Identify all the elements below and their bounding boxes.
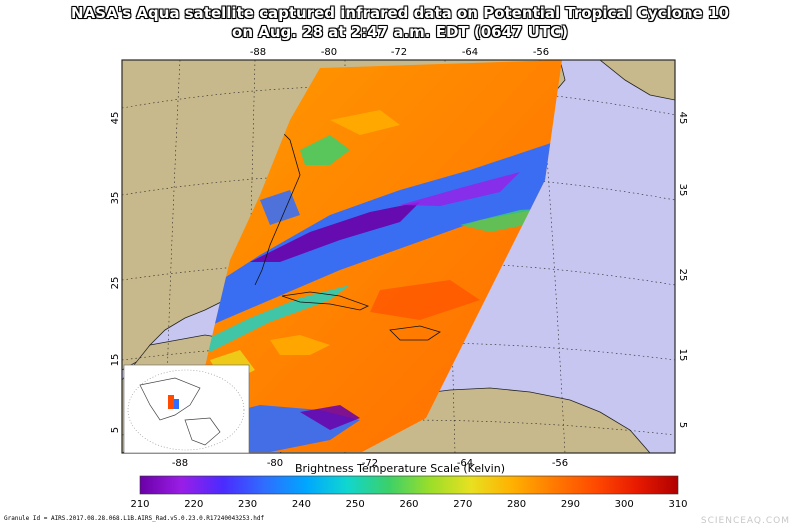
- lat-tick-left: 5: [110, 427, 121, 433]
- colorbar-labels: 210 220 230 240 250 260 270 280 290 300 310: [130, 499, 687, 510]
- colorbar: [139, 475, 679, 495]
- map-title-line-2: on Aug. 28 at 2:47 a.m. EDT (0647 UTC): [232, 23, 568, 41]
- lat-tick-left: 25: [110, 277, 121, 290]
- lat-tick-right: 15: [677, 349, 688, 362]
- lat-tick-left: 35: [110, 192, 121, 205]
- lat-ticks-right: 45 35 25 15 5: [677, 112, 688, 429]
- granule-id: Granule Id = AIRS.2017.08.28.068.L1B.AIR…: [4, 515, 265, 522]
- lon-ticks-top: -88 -80 -72 -64 -56: [250, 47, 549, 58]
- inset-globe: [123, 364, 250, 454]
- lon-tick-bottom: -88: [172, 458, 188, 469]
- colorbar-label: 250: [346, 499, 365, 510]
- colorbar-label: 310: [668, 499, 687, 510]
- lon-tick-top: -64: [462, 47, 478, 58]
- colorbar-label: 240: [292, 499, 311, 510]
- lon-tick-top: -80: [321, 47, 337, 58]
- greenland-land: [599, 60, 675, 101]
- colorbar-label: 280: [507, 499, 526, 510]
- lat-tick-right: 45: [677, 112, 688, 125]
- lon-tick-bottom: -72: [362, 458, 378, 469]
- lat-tick-right: 5: [677, 422, 688, 428]
- watermark: SCIENCEAQ.COM: [700, 516, 790, 526]
- colorbar-label: 210: [130, 499, 149, 510]
- colorbar-label: 260: [399, 499, 418, 510]
- colorbar-label: 220: [184, 499, 203, 510]
- lon-tick-top: -56: [533, 47, 549, 58]
- map-frame: [121, 59, 676, 454]
- lat-tick-right: 35: [677, 184, 688, 197]
- lat-tick-left: 45: [110, 112, 121, 125]
- map-title-line-1: NASA's Aqua satellite captured infrared …: [71, 4, 729, 22]
- colorbar-label: 290: [561, 499, 580, 510]
- colorbar-label: 270: [453, 499, 472, 510]
- colorbar-title: Brightness Temperature Scale (Kelvin): [295, 462, 505, 475]
- lon-tick-top: -72: [391, 47, 407, 58]
- lon-tick-bottom: -64: [457, 458, 473, 469]
- lat-tick-right: 25: [677, 269, 688, 282]
- colorbar-label: 230: [238, 499, 257, 510]
- lon-tick-top: -88: [250, 47, 266, 58]
- lon-tick-bottom: -56: [552, 458, 568, 469]
- lon-tick-bottom: -80: [267, 458, 283, 469]
- lon-ticks-bottom: -88 -80 -72 -64 -56: [172, 458, 568, 469]
- lat-ticks-left: 45 35 25 15 5: [110, 112, 121, 434]
- colorbar-label: 300: [615, 499, 634, 510]
- lat-tick-left: 15: [110, 354, 121, 367]
